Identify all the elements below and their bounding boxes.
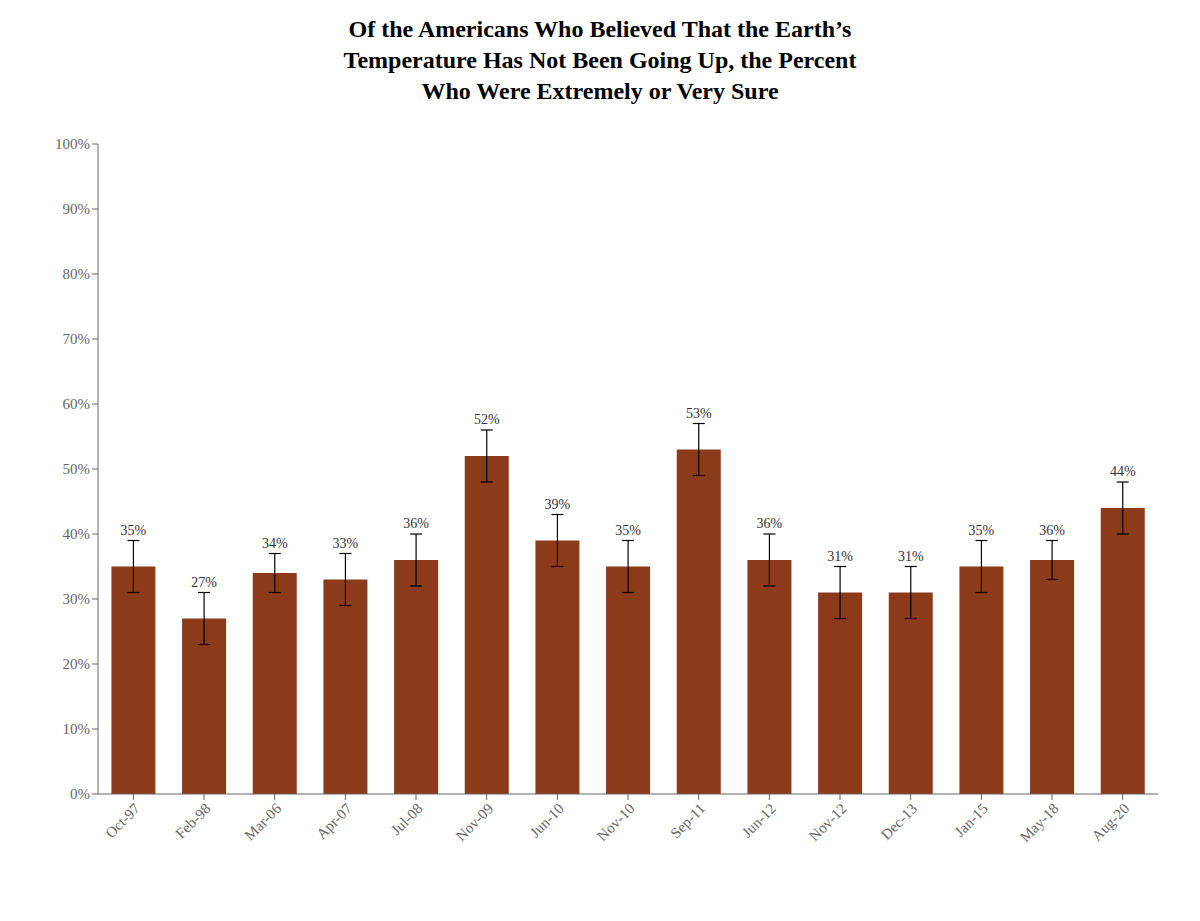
svg-text:Sep-11: Sep-11 bbox=[667, 800, 708, 841]
svg-text:Oct-97: Oct-97 bbox=[102, 800, 143, 841]
svg-text:40%: 40% bbox=[63, 526, 91, 542]
svg-text:Apr-07: Apr-07 bbox=[313, 800, 355, 842]
html-text:Temperature Has Not Been Going: Temperature Has Not Been Going Up, the P… bbox=[343, 47, 857, 74]
svg-text:35%: 35% bbox=[615, 522, 641, 537]
svg-text:53%: 53% bbox=[686, 405, 712, 420]
svg-text:10%: 10% bbox=[63, 721, 91, 737]
svg-text:Nov-10: Nov-10 bbox=[594, 800, 638, 844]
svg-text:60%: 60% bbox=[63, 396, 91, 412]
svg-text:36%: 36% bbox=[403, 516, 429, 531]
svg-text:Feb-98: Feb-98 bbox=[172, 800, 213, 841]
svg-text:20%: 20% bbox=[63, 656, 91, 672]
svg-text:Nov-09: Nov-09 bbox=[453, 800, 497, 844]
svg-text:31%: 31% bbox=[898, 548, 924, 563]
svg-text:Nov-12: Nov-12 bbox=[806, 800, 850, 844]
html-text:Of the Americans Who Believed: Of the Americans Who Believed That the E… bbox=[348, 16, 852, 42]
svg-text:50%: 50% bbox=[63, 461, 91, 477]
svg-text:Jun-12: Jun-12 bbox=[739, 800, 779, 840]
svg-text:34%: 34% bbox=[262, 535, 288, 550]
svg-text:35%: 35% bbox=[121, 522, 147, 537]
svg-text:100%: 100% bbox=[55, 136, 90, 152]
svg-text:33%: 33% bbox=[333, 535, 359, 550]
svg-text:35%: 35% bbox=[969, 522, 995, 537]
svg-text:31%: 31% bbox=[827, 548, 853, 563]
svg-text:May-18: May-18 bbox=[1017, 800, 1062, 845]
svg-text:52%: 52% bbox=[474, 412, 500, 427]
svg-text:Dec-13: Dec-13 bbox=[878, 800, 921, 843]
svg-text:Jun-10: Jun-10 bbox=[527, 800, 567, 840]
svg-text:36%: 36% bbox=[757, 516, 783, 531]
svg-text:36%: 36% bbox=[1039, 522, 1065, 537]
svg-text:Mar-06: Mar-06 bbox=[241, 800, 284, 843]
svg-text:Jul-08: Jul-08 bbox=[388, 800, 426, 838]
svg-text:0%: 0% bbox=[70, 786, 90, 802]
svg-text:90%: 90% bbox=[63, 201, 91, 217]
html-text:Who Were Extremely or Very Sur: Who Were Extremely or Very Sure bbox=[421, 78, 779, 105]
svg-text:80%: 80% bbox=[63, 266, 91, 282]
svg-text:70%: 70% bbox=[63, 331, 91, 347]
svg-text:27%: 27% bbox=[191, 574, 217, 589]
svg-text:44%: 44% bbox=[1110, 464, 1136, 479]
svg-text:39%: 39% bbox=[545, 496, 571, 511]
svg-text:30%: 30% bbox=[63, 591, 91, 607]
svg-text:Jan-15: Jan-15 bbox=[951, 800, 991, 840]
svg-text:Aug-20: Aug-20 bbox=[1089, 800, 1133, 844]
